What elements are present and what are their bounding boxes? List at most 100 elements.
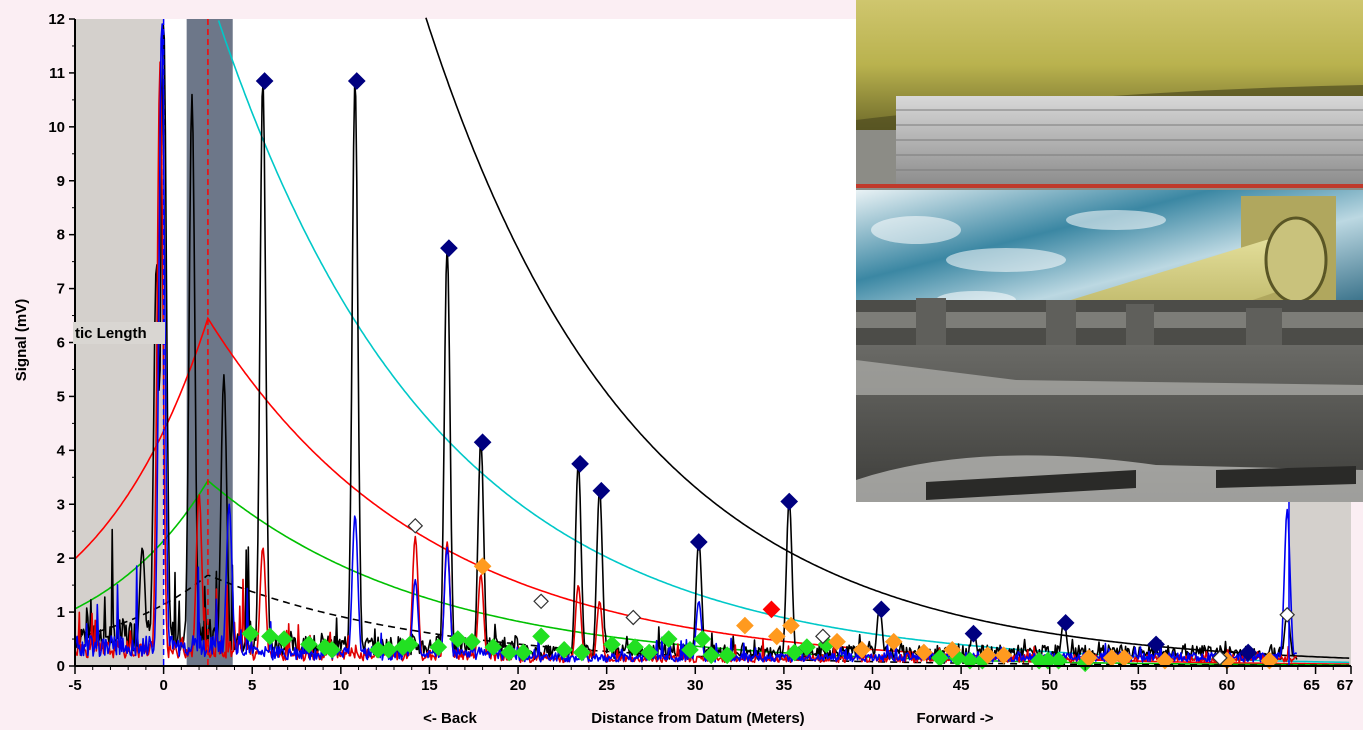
x-tick-label-5: 20 [510,677,527,694]
green-marker-24 [693,630,712,648]
green-marker-20 [626,638,644,656]
x-axis-label: Distance from Datum (Meters) [591,710,804,727]
x-axis-back-label: <- Back [423,710,477,727]
navy-marker-6 [689,533,708,551]
green-marker-28 [798,638,816,656]
x-tick-label-2: 5 [248,677,256,694]
green-marker-12 [463,632,481,651]
green-marker-10 [429,638,448,656]
x-tick-label-6: 25 [598,677,615,694]
y-tick-label-11: 11 [49,65,65,82]
green-marker-19 [603,635,621,654]
y-tick-label-0: 0 [57,658,65,675]
navy-marker-2 [440,239,458,257]
x-tick-label-1: 0 [159,677,167,694]
green-marker-18 [573,643,591,662]
x-tick-label-8: 35 [776,677,793,694]
x-tick-label-11: 50 [1041,677,1058,694]
orange-marker-6 [884,632,903,651]
orange-marker-2 [767,627,786,646]
hollow-marker-1 [533,593,549,610]
green-marker-25 [702,646,721,665]
navy-marker-1 [347,72,366,90]
x-tick-label-12: 55 [1130,677,1147,694]
y-tick-label-9: 9 [57,173,65,190]
green-marker-14 [500,643,519,662]
x-tick-label-13: 60 [1219,677,1236,694]
orange-marker-4 [828,632,846,651]
dead-zone-label-box [73,322,165,344]
peak-markers [241,72,1296,673]
y-tick-label-5: 5 [57,388,65,405]
x-tick-label-10: 45 [953,677,970,694]
photo-drawing [856,0,1363,502]
navy-marker-9 [964,624,983,643]
dead-zone-label: tic Length [75,325,147,342]
y-tick-label-10: 10 [48,119,65,136]
x-tick-label-9: 40 [864,677,881,694]
green-marker-27 [785,643,804,662]
green-marker-0 [241,624,260,643]
green-marker-3 [300,635,318,654]
navy-marker-10 [1056,614,1075,632]
orange-marker-1 [736,616,754,635]
x-tick-label-15: 67 [1337,677,1354,694]
x-tick-label-0: -5 [68,677,81,694]
hollow-marker-2 [625,609,642,626]
green-marker-5 [323,640,341,659]
y-tick-label-1: 1 [57,604,65,621]
x-tick-label-3: 10 [332,677,349,694]
green-marker-32 [961,651,979,670]
green-marker-21 [640,643,659,662]
y-tick-label-6: 6 [57,335,65,352]
y-tick-label-8: 8 [57,227,65,244]
x-tick-label-4: 15 [421,677,438,694]
hollow-marker-0 [407,517,424,534]
hollow-marker-5 [1279,606,1296,623]
green-marker-7 [379,640,398,659]
navy-marker-12 [1239,643,1258,662]
orange-marker-10 [994,646,1013,665]
x-tick-labels: -5 0 5 10 15 20 25 30 35 40 45 50 55 60 65 67 [68,677,1353,694]
navy-marker-8 [872,600,891,619]
pipe-inspection-photo [856,0,1363,502]
y-axis-label: Signal (mV) [13,299,30,382]
x-axis-forward-label: Forward -> [916,710,993,727]
y-tick-label-7: 7 [57,281,65,298]
orange-marker-0 [473,557,492,576]
green-marker-16 [532,627,550,646]
green-marker-36 [1049,651,1068,670]
green-marker-15 [514,643,533,662]
navy-marker-7 [780,492,799,511]
green-marker-9 [401,635,419,654]
orange-marker-7 [915,643,933,662]
navy-marker-5 [592,481,611,500]
green-marker-26 [718,646,737,665]
green-marker-1 [261,627,279,646]
hollow-marker-3 [815,628,831,645]
orange-marker-3 [782,616,800,635]
y-tick-label-12: 12 [48,11,65,28]
red-marker-0 [762,600,781,619]
green-marker-2 [275,630,293,648]
dac-curve-4 [425,17,1350,659]
y-tick-label-3: 3 [57,496,65,513]
y-tick-label-4: 4 [57,442,66,459]
navy-marker-3 [473,433,492,452]
orange-marker-8 [943,640,962,659]
green-marker-17 [555,640,573,659]
orange-marker-9 [978,646,997,665]
green-marker-11 [448,630,467,648]
orange-marker-16 [1260,651,1279,670]
navy-marker-4 [571,454,589,473]
orange-marker-5 [853,640,871,659]
x-tick-label-7: 30 [687,677,704,694]
navy-marker-0 [255,72,274,90]
y-tick-label-2: 2 [57,550,65,567]
green-marker-22 [659,630,678,648]
orange-marker-14 [1156,651,1174,670]
axes [69,18,1352,674]
green-marker-13 [484,638,503,656]
green-marker-23 [681,640,699,659]
